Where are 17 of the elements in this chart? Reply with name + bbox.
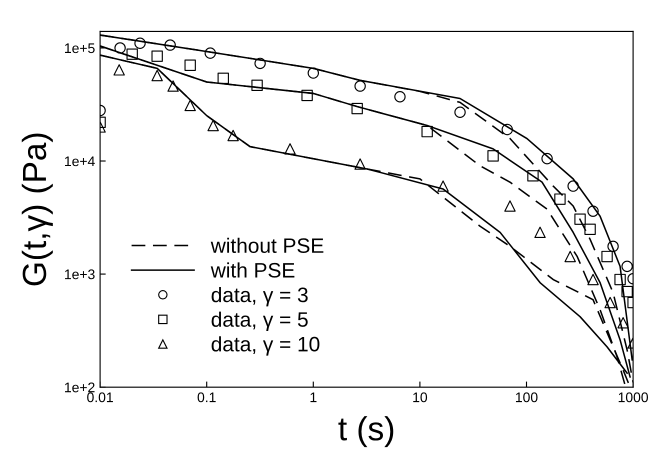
y-tick-label: 1e+5	[65, 43, 95, 54]
legend-label: data, γ = 3	[212, 286, 308, 306]
x-tick-label: 1000	[618, 392, 648, 402]
y-axis-title: G(t,γ) (Pa)	[22, 134, 53, 286]
legend-label: data, γ = 5	[212, 312, 308, 332]
legend-label: data, γ = 10	[212, 336, 320, 356]
x-tick-label: 0.1	[198, 392, 216, 402]
x-tick-label: 0.01	[87, 392, 113, 402]
y-tick-label: 1e+2	[65, 382, 95, 392]
legend-label: without PSE	[210, 238, 324, 254]
y-tick-label: 1e+3	[65, 269, 95, 280]
x-tick-label: 10	[413, 392, 428, 402]
y-tick-label: 1e+4	[65, 156, 95, 166]
x-axis-title: t (s)	[338, 416, 394, 448]
legend-label: with PSE	[210, 262, 294, 278]
x-tick-label: 100	[516, 392, 538, 402]
x-tick-label: 1	[310, 392, 316, 402]
